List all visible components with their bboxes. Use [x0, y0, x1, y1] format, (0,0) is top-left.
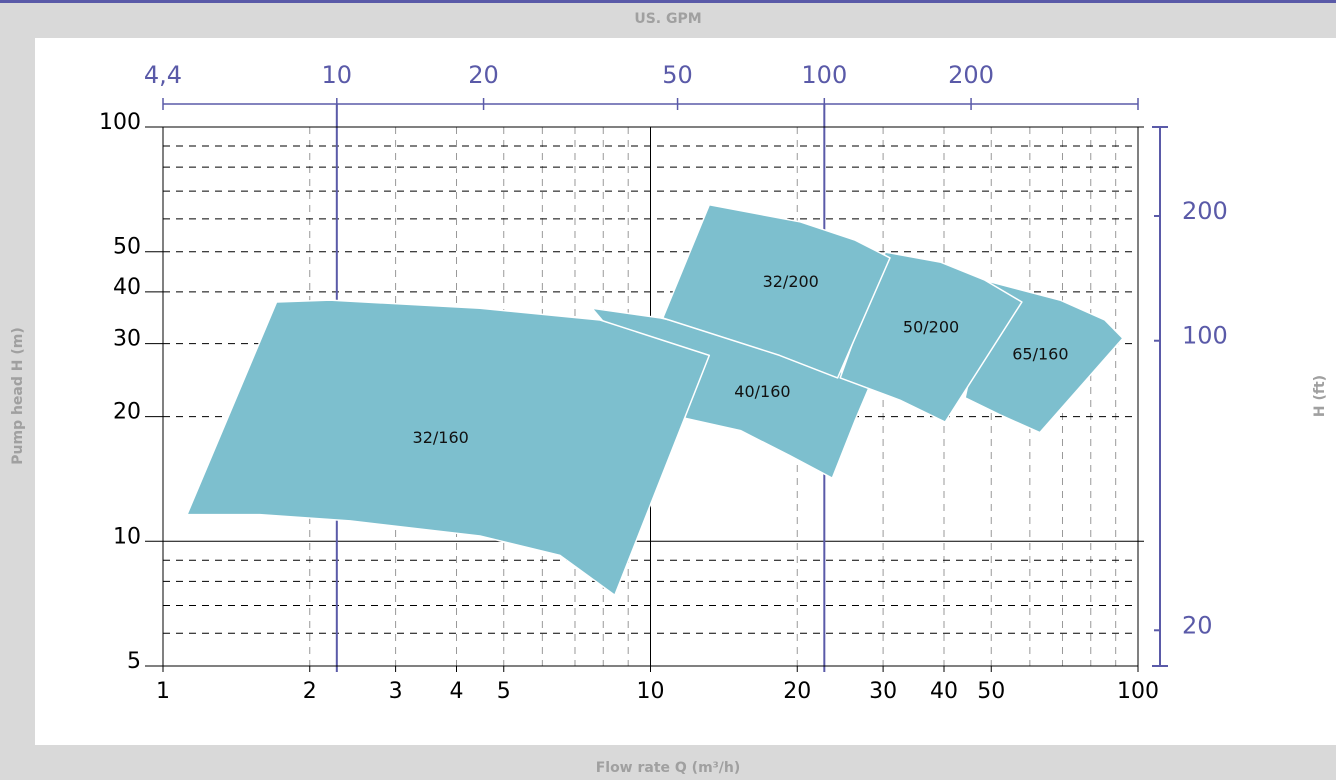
region-label: 32/160 [413, 428, 469, 447]
y2-tick-label: 100 [1182, 322, 1228, 350]
x2-tick-label: 4,4 [144, 61, 182, 89]
y2-axis-title: H (ft) [1312, 375, 1328, 417]
y-tick-label: 5 [127, 649, 141, 674]
x-tick-label: 2 [303, 679, 317, 704]
region-label: 40/160 [734, 382, 790, 401]
x-tick-label: 5 [497, 679, 511, 704]
x-tick-label: 40 [930, 679, 958, 704]
x-tick-label: 3 [389, 679, 403, 704]
x-tick-label: 100 [1117, 679, 1159, 704]
x-axis-title: Flow rate Q (m³/h) [596, 760, 741, 776]
y-axis-title: Pump head H (m) [10, 327, 26, 465]
y2-tick-label: 200 [1182, 197, 1228, 225]
x-tick-label: 50 [977, 679, 1005, 704]
region [186, 299, 711, 596]
region-label: 32/200 [763, 272, 819, 291]
y-tick-label: 30 [113, 327, 141, 352]
y2-tick-label: 20 [1182, 611, 1213, 639]
y-tick-label: 50 [113, 235, 141, 260]
x-tick-label: 10 [637, 679, 665, 704]
x2-tick-label: 100 [801, 61, 847, 89]
region-label: 50/200 [903, 318, 959, 337]
x2-axis-title: US. GPM [634, 11, 701, 27]
x-tick-label: 4 [450, 679, 464, 704]
y-tick-label: 100 [99, 110, 141, 135]
x-tick-label: 1 [156, 679, 170, 704]
region [662, 204, 891, 379]
x-tick-label: 20 [783, 679, 811, 704]
y-tick-label: 10 [113, 524, 141, 549]
x-tick-label: 30 [869, 679, 897, 704]
region [839, 251, 1023, 423]
x2-tick-label: 20 [468, 61, 499, 89]
top-rule [0, 0, 1336, 3]
x2-tick-label: 10 [322, 61, 353, 89]
y-tick-label: 40 [113, 275, 141, 300]
x2-tick-label: 50 [662, 61, 693, 89]
y-tick-label: 20 [113, 400, 141, 425]
x2-tick-label: 200 [948, 61, 994, 89]
region-label: 65/160 [1012, 345, 1068, 364]
